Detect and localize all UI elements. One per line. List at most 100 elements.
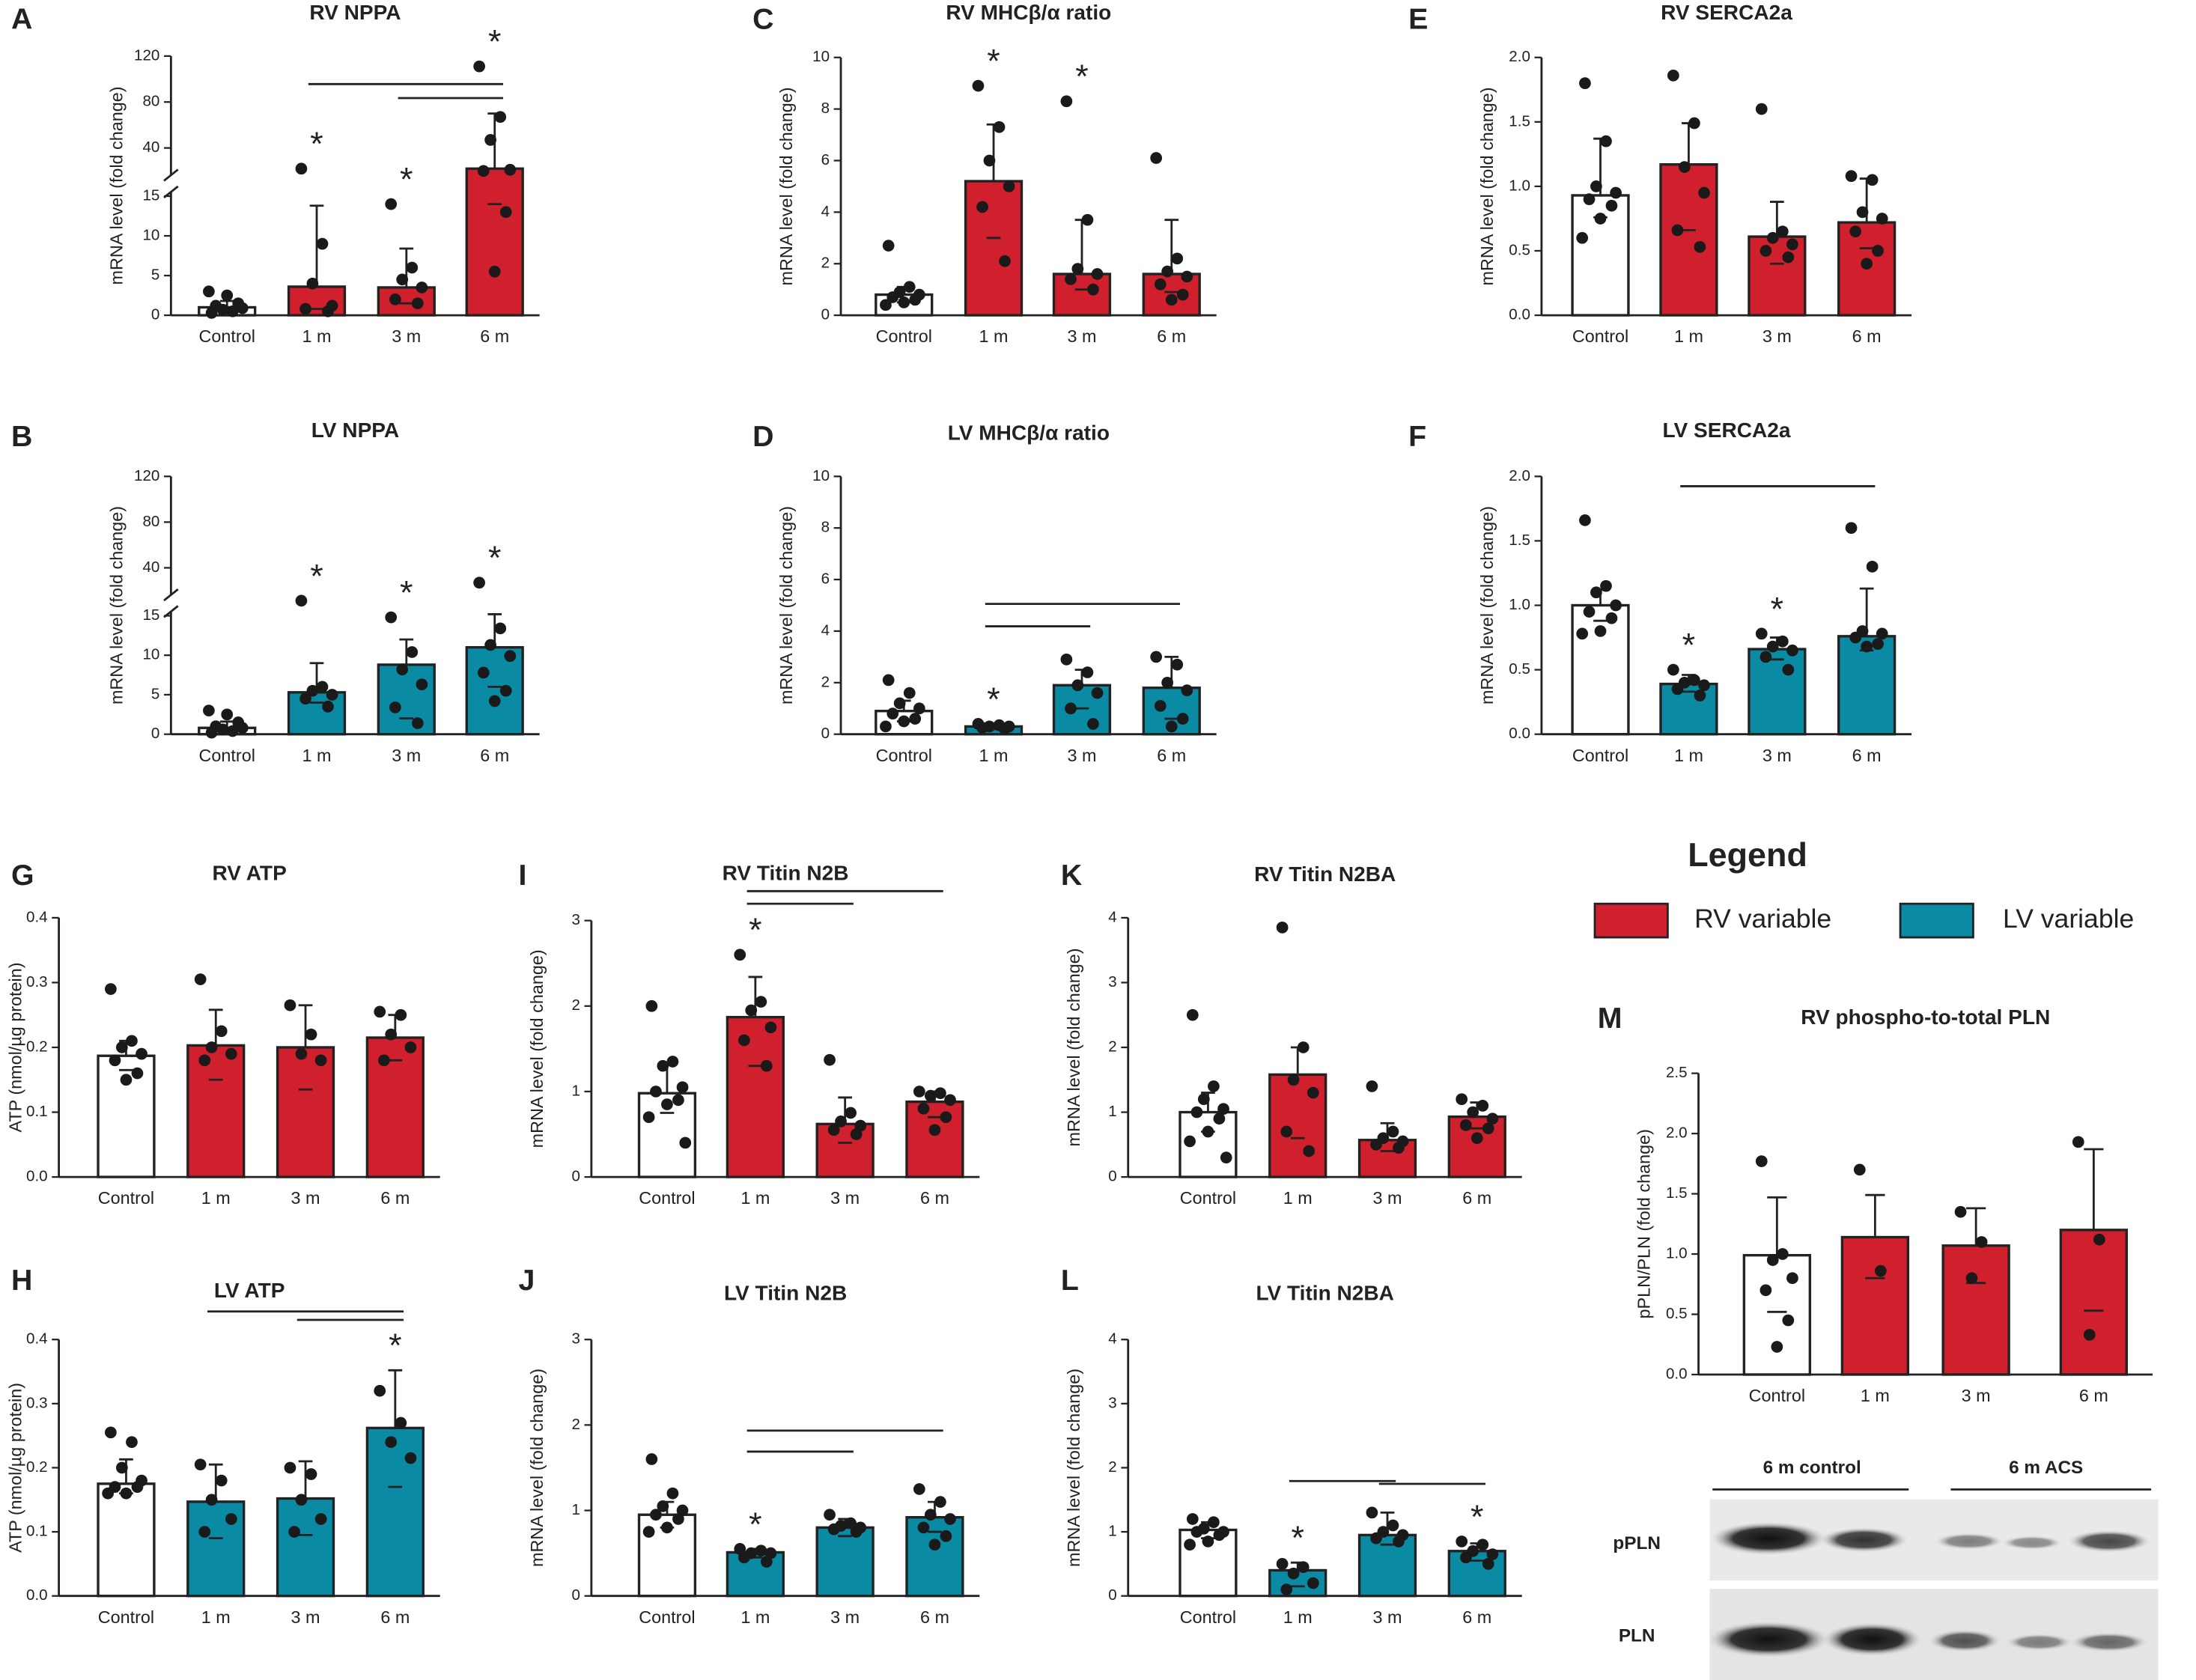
chart-title: RV MHCβ/α ratio bbox=[946, 1, 1111, 24]
y-tick-label: 0 bbox=[571, 1168, 580, 1185]
data-point bbox=[1866, 560, 1879, 573]
data-point bbox=[288, 1526, 300, 1538]
x-tick-label: 3 m bbox=[1373, 1188, 1402, 1208]
data-point bbox=[882, 240, 895, 252]
x-tick-label: 1 m bbox=[740, 1188, 770, 1208]
data-point bbox=[1671, 683, 1684, 696]
significance-star: * bbox=[400, 573, 413, 611]
data-point bbox=[374, 1384, 386, 1397]
blot-band bbox=[2005, 1634, 2073, 1651]
data-point bbox=[102, 1487, 114, 1500]
data-point bbox=[738, 1034, 750, 1047]
y-tick-label: 0 bbox=[821, 725, 830, 742]
data-point bbox=[284, 1461, 296, 1474]
y-tick-label: 15 bbox=[142, 606, 159, 624]
bar bbox=[905, 1515, 964, 1598]
data-point bbox=[1782, 663, 1795, 676]
x-tick-label: Control bbox=[98, 1188, 154, 1208]
bar bbox=[465, 645, 524, 736]
data-point bbox=[1280, 1125, 1293, 1138]
data-point bbox=[1150, 152, 1163, 164]
y-tick-label: 2 bbox=[571, 1416, 580, 1433]
data-point bbox=[940, 1530, 952, 1542]
blot-row-label: pPLN bbox=[1613, 1533, 1661, 1553]
data-point bbox=[1154, 278, 1167, 290]
data-point bbox=[850, 1526, 863, 1538]
data-point bbox=[1459, 1119, 1472, 1131]
y-axis-label: mRNA level (fold change) bbox=[1477, 506, 1497, 704]
data-point bbox=[1071, 679, 1084, 692]
western-blot: 6 m control 6 m ACS pPLN PLN bbox=[1613, 1458, 2159, 1680]
data-point bbox=[1287, 1074, 1300, 1086]
data-point bbox=[385, 198, 398, 210]
data-point bbox=[1759, 245, 1772, 257]
data-point bbox=[650, 1509, 662, 1521]
data-point bbox=[322, 305, 334, 317]
data-point bbox=[1393, 1536, 1405, 1547]
data-point bbox=[1184, 1539, 1196, 1551]
data-point bbox=[917, 1102, 930, 1115]
x-tick-label: 1 m bbox=[1283, 1607, 1313, 1627]
significance-star: * bbox=[987, 680, 1000, 718]
panel-letter: C bbox=[752, 2, 773, 35]
data-point bbox=[205, 1041, 218, 1053]
data-point bbox=[411, 297, 424, 310]
data-point bbox=[1220, 1151, 1232, 1164]
x-tick-label: 1 m bbox=[740, 1607, 770, 1627]
data-point bbox=[1303, 1145, 1316, 1157]
data-point bbox=[845, 1107, 857, 1119]
data-point bbox=[1954, 1205, 1967, 1218]
data-point bbox=[1594, 213, 1607, 225]
data-point bbox=[1872, 245, 1884, 257]
significance-star: * bbox=[310, 124, 323, 162]
x-tick-label: Control bbox=[1180, 1607, 1236, 1627]
data-point bbox=[903, 281, 916, 293]
data-point bbox=[835, 1116, 847, 1127]
data-point bbox=[1849, 631, 1862, 644]
data-point bbox=[1456, 1536, 1468, 1547]
data-point bbox=[1771, 1341, 1783, 1353]
data-point bbox=[198, 1526, 211, 1538]
data-point bbox=[316, 237, 329, 250]
blot-row-label: PLN bbox=[1619, 1625, 1655, 1646]
data-point bbox=[1476, 1539, 1489, 1551]
y-tick-label: 2 bbox=[821, 255, 830, 272]
data-point bbox=[1197, 1093, 1210, 1106]
chart-title: RV ATP bbox=[213, 861, 287, 884]
x-tick-label: Control bbox=[639, 1607, 695, 1627]
data-point bbox=[494, 111, 507, 124]
x-tick-label: 3 m bbox=[1373, 1607, 1402, 1627]
data-point bbox=[642, 1111, 655, 1124]
data-point bbox=[827, 1523, 840, 1536]
data-point bbox=[1091, 687, 1104, 699]
data-point bbox=[1579, 514, 1591, 526]
blot-band bbox=[1706, 1621, 1831, 1658]
significance-star: * bbox=[488, 538, 501, 576]
blot-band bbox=[1709, 1521, 1828, 1556]
data-point bbox=[1181, 270, 1193, 283]
data-point bbox=[657, 1059, 669, 1072]
y-tick-label: 0.3 bbox=[26, 1394, 48, 1411]
data-point bbox=[976, 201, 988, 213]
bar bbox=[1447, 1115, 1506, 1178]
panel-letter: M bbox=[1598, 1002, 1622, 1035]
data-point bbox=[473, 60, 485, 73]
panel-letter: J bbox=[519, 1264, 535, 1297]
data-point bbox=[734, 949, 746, 961]
significance-star: * bbox=[749, 1505, 761, 1543]
data-point bbox=[1003, 180, 1015, 192]
data-point bbox=[316, 681, 329, 693]
data-point bbox=[1087, 718, 1099, 730]
bar bbox=[1571, 603, 1630, 736]
data-point bbox=[305, 1468, 317, 1480]
y-tick-label: 6 bbox=[821, 570, 830, 588]
data-point bbox=[1482, 1122, 1494, 1135]
data-point bbox=[484, 639, 496, 651]
data-point bbox=[755, 996, 767, 1008]
data-point bbox=[1217, 1103, 1229, 1116]
panel-letter: D bbox=[752, 420, 773, 453]
y-tick-label: 0 bbox=[821, 306, 830, 323]
x-tick-label: 1 m bbox=[979, 326, 1009, 346]
data-point bbox=[411, 717, 424, 729]
data-point bbox=[827, 1124, 840, 1136]
